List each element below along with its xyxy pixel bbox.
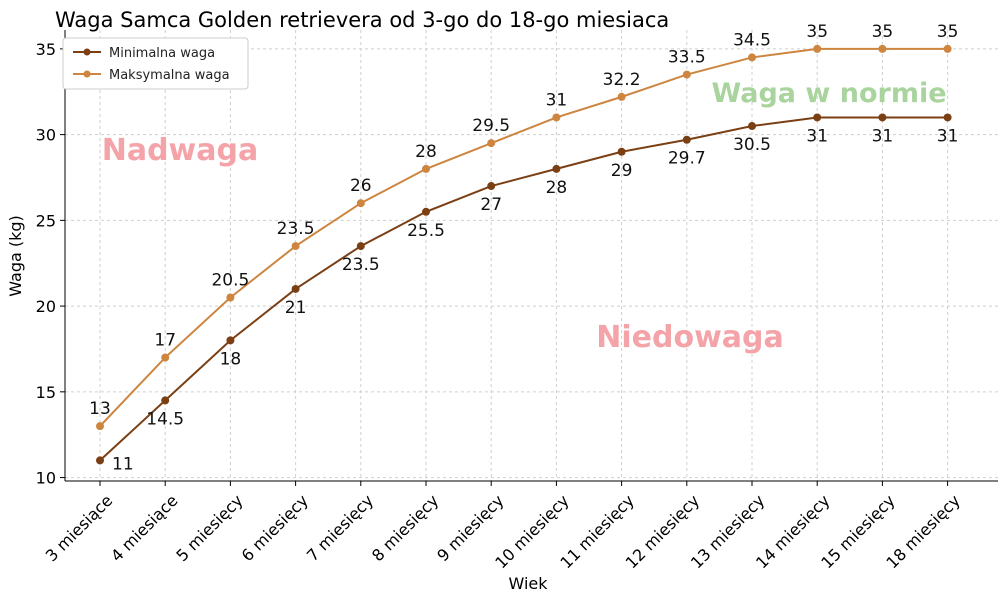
series-line-min [99, 116, 948, 462]
x-tick-label: 3 miesiące [42, 491, 117, 566]
data-label: 30.5 [733, 135, 771, 155]
legend-marker-max [83, 70, 91, 78]
x-tick-label: 4 miesiące [107, 491, 182, 566]
data-label: 29.5 [472, 116, 510, 136]
data-point [878, 113, 887, 122]
data-label: 25.5 [407, 221, 445, 241]
data-point [878, 44, 887, 53]
data-point [682, 135, 691, 144]
data-point [356, 199, 365, 208]
data-label: 11 [112, 454, 134, 474]
data-label: 13 [89, 399, 111, 419]
data-label: 33.5 [668, 48, 706, 68]
data-point [813, 44, 822, 53]
data-label: 18 [220, 349, 242, 369]
data-point [422, 164, 430, 173]
data-label: 20.5 [211, 271, 249, 291]
y-tick-label: 25 [36, 211, 56, 230]
data-point [96, 422, 104, 431]
data-point [291, 242, 300, 251]
data-label: 35 [872, 22, 894, 42]
data-point [617, 92, 626, 101]
data-label: 31 [546, 90, 568, 110]
data-label: 32.2 [603, 70, 641, 90]
x-tick-label: 7 miesięcy [303, 491, 377, 565]
legend: Minimalna waga Maksymalna waga [62, 37, 249, 90]
data-label: 31 [806, 126, 828, 146]
data-label: 31 [937, 126, 959, 146]
x-tick-label: 6 miesięcy [238, 491, 312, 565]
data-point [422, 207, 430, 216]
data-label: 17 [154, 331, 176, 351]
data-point [356, 242, 365, 251]
data-point [813, 113, 822, 122]
legend-label-min: Minimalna waga [109, 46, 215, 61]
data-label: 26 [350, 176, 372, 196]
legend-label-max: Maksymalna waga [109, 68, 230, 83]
data-point [487, 182, 496, 191]
data-label: 28 [546, 178, 568, 198]
data-point [943, 113, 952, 122]
chart-title: Waga Samca Golden retrievera od 3-go do … [55, 8, 669, 32]
data-point [748, 122, 756, 131]
y-tick-label: 15 [36, 383, 56, 402]
y-tick-label: 20 [36, 297, 56, 316]
x-axis-label: Wiek [508, 574, 548, 593]
legend-marker-min [83, 48, 91, 56]
data-point [226, 336, 235, 345]
annotation-overweight: Nadwaga [102, 133, 259, 168]
annotation-underweight: Niedowaga [596, 320, 784, 355]
data-label: 21 [285, 298, 307, 318]
data-labels: 11 14.5 18 21 23.5 25.5 27 28 29 29.7 30.5 31 31 31 13… [89, 22, 958, 475]
data-point [552, 113, 561, 122]
data-point [943, 44, 952, 53]
data-label: 23.5 [342, 255, 380, 275]
data-point [617, 147, 626, 156]
data-point [96, 456, 104, 465]
data-point [226, 293, 235, 302]
series [96, 44, 952, 465]
data-label: 27 [480, 195, 502, 215]
data-point [552, 164, 561, 173]
y-tick-label: 30 [36, 126, 56, 145]
annotation-normal-weight: Waga w normie [711, 78, 946, 109]
x-tick-label: 8 miesięcy [368, 491, 442, 565]
y-tick-label: 35 [36, 40, 56, 59]
data-point [161, 353, 170, 362]
series-line-max [99, 47, 948, 427]
data-label: 23.5 [277, 219, 315, 239]
data-label: 31 [872, 126, 894, 146]
data-point [682, 70, 691, 79]
region-annotations: Nadwaga Waga w normie Niedowaga [102, 78, 947, 355]
data-point [291, 284, 300, 293]
data-label: 29.7 [668, 149, 706, 169]
data-label: 35 [806, 22, 828, 42]
data-point [487, 139, 496, 148]
axes [64, 30, 998, 482]
y-tick-label: 10 [36, 469, 56, 488]
x-tick-label: 5 miesięcy [172, 491, 246, 565]
legend-box [62, 37, 249, 90]
data-label: 34.5 [733, 30, 771, 50]
data-label: 14.5 [146, 409, 184, 429]
data-label: 35 [937, 22, 959, 42]
data-point [161, 396, 170, 405]
data-point [748, 53, 756, 62]
data-label: 28 [415, 142, 437, 162]
y-axis-label: Waga (kg) [6, 215, 25, 297]
data-label: 29 [611, 161, 633, 181]
